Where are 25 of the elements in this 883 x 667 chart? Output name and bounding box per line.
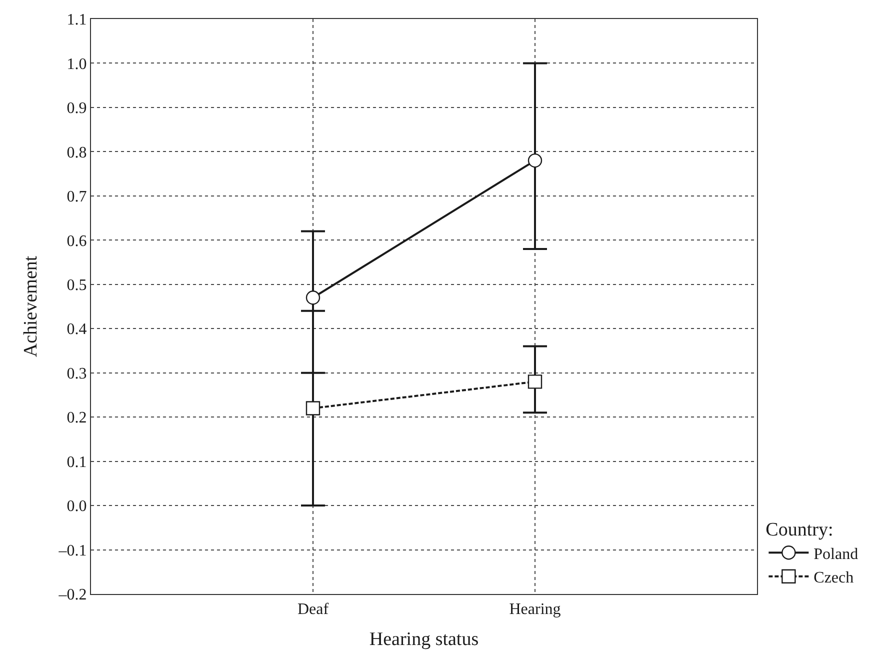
y-tick-label: 0.6: [66, 232, 87, 250]
legend-label: Poland: [814, 546, 858, 563]
y-tick-label: 0.2: [66, 410, 87, 427]
x-tick-label: Hearing: [509, 601, 561, 618]
y-tick-label: 0.5: [66, 276, 87, 294]
y-tick-label: 0.4: [66, 321, 87, 338]
y-tick-label: 0.3: [66, 365, 87, 382]
x-tick-label: Deaf: [297, 601, 330, 618]
y-tick-label: 0.7: [66, 188, 87, 206]
legend-label: Czech: [814, 570, 854, 587]
y-tick-label: 0.8: [66, 144, 87, 162]
y-tick-label: –0.1: [58, 542, 87, 560]
y-tick-label: 1.1: [66, 12, 87, 29]
point: [306, 290, 320, 305]
y-axis-title: Achievement: [20, 255, 42, 358]
point: [306, 401, 320, 416]
point: [528, 374, 542, 389]
x-axis-title: Hearing status: [369, 629, 479, 650]
y-tick-label: 0.9: [66, 100, 87, 118]
legend-title: Country:: [766, 520, 834, 541]
y-tick-label: 1.0: [66, 56, 87, 73]
y-tick-label: 0.0: [66, 498, 87, 516]
y-tick-label: –0.2: [58, 586, 87, 604]
y-tick-label: 0.1: [66, 454, 87, 471]
point: [528, 153, 542, 168]
